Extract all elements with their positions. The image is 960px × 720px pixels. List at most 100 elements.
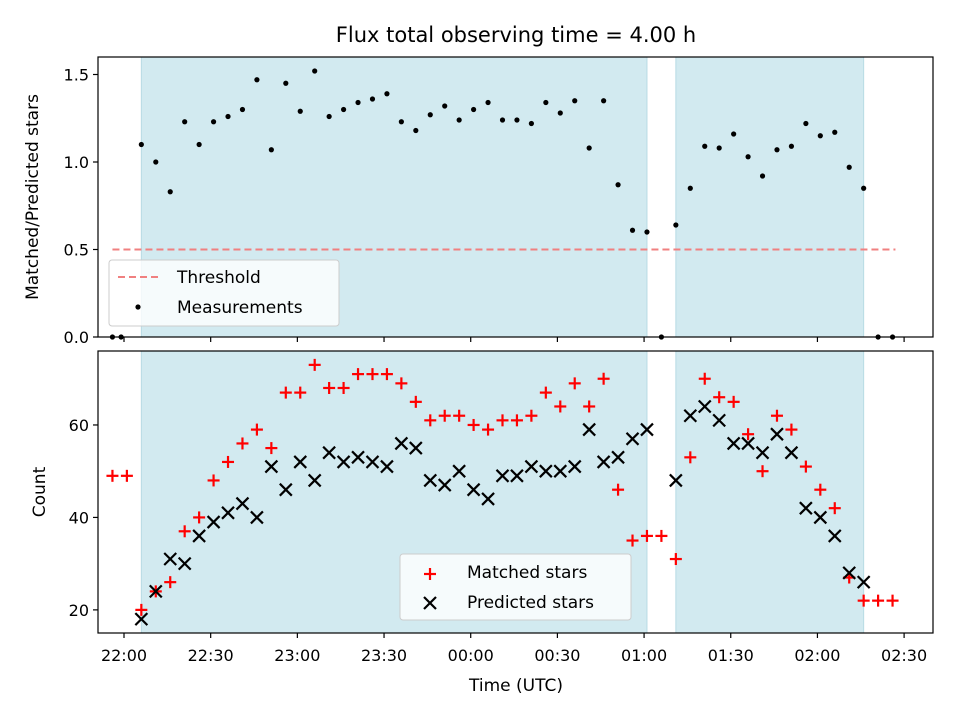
matched-star-point [366, 368, 379, 381]
predicted-star-point [293, 455, 308, 469]
measurement-point [586, 145, 592, 151]
matched-star-point [424, 414, 437, 427]
matched-star-point [380, 368, 393, 381]
matched-star-point [467, 418, 480, 431]
predicted-star-point [192, 529, 206, 543]
measurement-point [687, 185, 693, 191]
matched-star-point [395, 377, 408, 390]
y-tick-label: 0.5 [64, 241, 89, 260]
predicted-star-point [134, 612, 149, 626]
measurement-point [297, 108, 303, 114]
measurement-point [499, 117, 506, 123]
matched-star-point [164, 576, 177, 589]
measurement-point [340, 106, 347, 113]
y-tick-label: 40 [69, 508, 89, 527]
matched-star-point [207, 474, 220, 487]
matched-star-point [496, 414, 509, 427]
x-tick-label: 02:30 [881, 646, 927, 665]
predicted-star-point [235, 496, 250, 511]
measurement-point [471, 106, 477, 113]
predicted-star-point [784, 445, 799, 460]
matched-star-point [655, 529, 668, 542]
matched-star-point [265, 442, 278, 455]
matched-star-point [626, 534, 639, 547]
predicted-star-point [625, 432, 640, 446]
x-tick-label: 01:00 [621, 646, 667, 665]
ratio-y-axis-label: Matched/Predicted stars [23, 94, 43, 300]
count-panel: 20 40 60 22:00 22:30 23:00 23:30 00:00 00:30 01:… [30, 350, 934, 696]
matched-star-point [337, 381, 350, 394]
measurement-point [528, 120, 534, 127]
predicted-star-point [611, 450, 625, 465]
predicted-star-point [510, 469, 524, 483]
measurement-point [716, 145, 722, 151]
ratio-legend: Threshold Measurements [108, 259, 340, 327]
measurement-point [283, 80, 289, 86]
predicted-star-point [726, 436, 741, 451]
legend-predicted-swatch [423, 596, 437, 610]
predicted-star-point [539, 464, 553, 478]
legend-measurements-swatch [135, 304, 141, 310]
matched-star-point [453, 409, 466, 422]
matched-star-point [236, 437, 249, 450]
predicted-star-point [856, 575, 871, 589]
predicted-star-point [567, 459, 582, 474]
matched-star-point [510, 414, 523, 427]
predicted-star-point [712, 413, 726, 428]
predicted-star-point [380, 459, 394, 474]
measurement-point [514, 117, 520, 123]
matched-star-point [872, 594, 885, 607]
predicted-star-point [250, 510, 264, 525]
predicted-star-point [351, 450, 365, 465]
observing-window [675, 350, 865, 634]
predicted-star-point [264, 459, 279, 474]
measurement-point [456, 117, 462, 123]
y-tick-label: 0.0 [64, 328, 89, 347]
predicted-star-point [394, 436, 409, 451]
predicted-star-point [813, 510, 828, 525]
predicted-star-point [741, 436, 755, 451]
predicted-star-point [409, 441, 423, 455]
matched-star-point [106, 469, 119, 482]
x-tick-label: 22:30 [188, 646, 234, 665]
predicted-star-point [770, 427, 784, 441]
measurement-point [182, 119, 188, 125]
measurement-point [485, 99, 491, 106]
matched-star-point [554, 400, 567, 413]
predicted-star-point [177, 556, 192, 571]
matched-star-point [438, 409, 451, 422]
y-tick-label: 1.5 [64, 66, 89, 85]
measurement-point [745, 154, 751, 160]
count-y-axis-label: Count [30, 466, 50, 517]
matched-star-point [482, 423, 495, 436]
matched-star-point [178, 525, 191, 538]
measurement-point [601, 98, 607, 104]
predicted-star-point [842, 566, 856, 580]
matched-star-point [799, 460, 812, 473]
measurement-point [759, 173, 766, 179]
matched-star-point [583, 400, 596, 413]
x-tick-label: 00:00 [448, 646, 494, 665]
count-panel-frame [97, 350, 934, 634]
matched-star-point [828, 502, 841, 515]
matched-star-point [279, 386, 292, 399]
legend-measurements-label: Measurements [177, 298, 303, 318]
measurement-point [167, 189, 173, 195]
matched-star-point [120, 469, 133, 482]
measurement-point [326, 113, 332, 120]
predicted-star-point [640, 422, 654, 437]
measurement-point [153, 159, 159, 165]
predicted-star-point [466, 482, 481, 497]
predicted-star-point [553, 464, 568, 478]
measurement-point [673, 222, 679, 228]
matched-star-point [250, 423, 263, 436]
measurement-point [846, 164, 852, 170]
x-tick-label: 01:30 [708, 646, 754, 665]
measurement-point [803, 120, 809, 127]
matched-star-point [713, 391, 726, 404]
measurement-point [196, 141, 202, 148]
predicted-star-point [582, 422, 596, 437]
matched-star-point [886, 594, 899, 607]
matched-star-point [770, 409, 783, 422]
